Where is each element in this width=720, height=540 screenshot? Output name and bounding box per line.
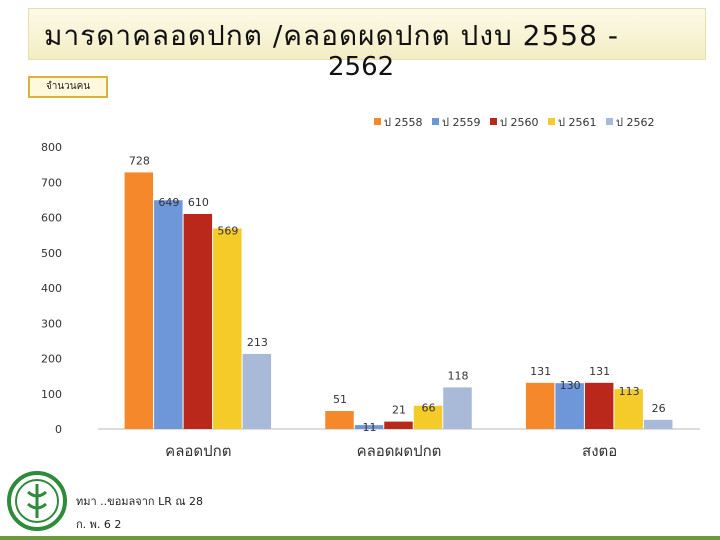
ministry-logo-icon bbox=[7, 471, 67, 531]
data-label: 131 bbox=[589, 365, 610, 378]
bar bbox=[384, 421, 413, 429]
legend-label: ป 2560 bbox=[500, 116, 538, 129]
data-label: 21 bbox=[392, 404, 406, 417]
bar bbox=[614, 389, 643, 429]
bar bbox=[413, 405, 443, 429]
bar bbox=[525, 382, 555, 429]
bar bbox=[154, 200, 183, 429]
data-label: 610 bbox=[188, 196, 209, 209]
data-label: 649 bbox=[158, 196, 179, 209]
data-label: 728 bbox=[129, 154, 150, 167]
legend-swatch bbox=[606, 118, 613, 125]
legend-label: ป 2558 bbox=[384, 116, 422, 129]
y-tick-label: 300 bbox=[41, 317, 62, 330]
chart-title: มารดาคลอดปกต /คลอดผดปกต ปงบ 2558 - bbox=[44, 19, 619, 52]
data-label: 51 bbox=[333, 393, 347, 406]
bar bbox=[584, 382, 614, 429]
bar bbox=[183, 213, 213, 429]
y-tick-label: 600 bbox=[41, 212, 62, 225]
title-banner bbox=[28, 8, 706, 60]
bottom-strip bbox=[0, 536, 720, 540]
data-label: 66 bbox=[422, 402, 436, 415]
data-label: 11 bbox=[363, 421, 377, 434]
legend-label: ป 2562 bbox=[616, 116, 654, 129]
bar bbox=[124, 172, 154, 429]
y-tick-label: 700 bbox=[41, 176, 62, 189]
category-label: สงตอ bbox=[582, 442, 617, 460]
bar bbox=[354, 425, 384, 429]
y-tick-label: 500 bbox=[41, 247, 62, 260]
category-label: คลอดผดปกต bbox=[357, 442, 442, 460]
source-note: ทมา ..ขอมลจาก LR ณ 28 bbox=[76, 495, 204, 508]
category-label: คลอดปกต bbox=[165, 442, 231, 460]
bar-chart: 0 100 200 300 400 500 600 700 800 728 649 610 569 213… bbox=[41, 116, 700, 460]
legend-label: ป 2561 bbox=[558, 116, 596, 129]
bar bbox=[643, 419, 673, 429]
bar bbox=[555, 383, 584, 429]
legend-swatch bbox=[432, 118, 439, 125]
y-tick-label: 200 bbox=[41, 353, 62, 366]
data-label: 118 bbox=[448, 369, 469, 382]
data-label: 130 bbox=[560, 379, 581, 392]
legend-swatch bbox=[548, 118, 555, 125]
legend-swatch bbox=[490, 118, 497, 125]
bar bbox=[443, 387, 472, 429]
legend-swatch bbox=[374, 118, 381, 125]
data-label: 213 bbox=[247, 336, 268, 349]
chart-title-line2: 2562 bbox=[328, 52, 395, 82]
legend-label: ป 2559 bbox=[442, 116, 480, 129]
bar bbox=[242, 353, 272, 429]
source-date: ก. พ. 6 2 bbox=[76, 518, 122, 531]
bar bbox=[213, 228, 242, 429]
data-label: 131 bbox=[530, 365, 551, 378]
y-tick-label: 0 bbox=[55, 423, 62, 436]
y-tick-label: 800 bbox=[41, 141, 62, 154]
units-label: จำนวนคน bbox=[28, 76, 108, 98]
data-label: 569 bbox=[217, 224, 238, 237]
data-label: 26 bbox=[652, 402, 666, 415]
y-tick-label: 100 bbox=[41, 388, 62, 401]
y-tick-label: 400 bbox=[41, 282, 62, 295]
data-label: 113 bbox=[619, 385, 640, 398]
bar bbox=[325, 411, 354, 429]
